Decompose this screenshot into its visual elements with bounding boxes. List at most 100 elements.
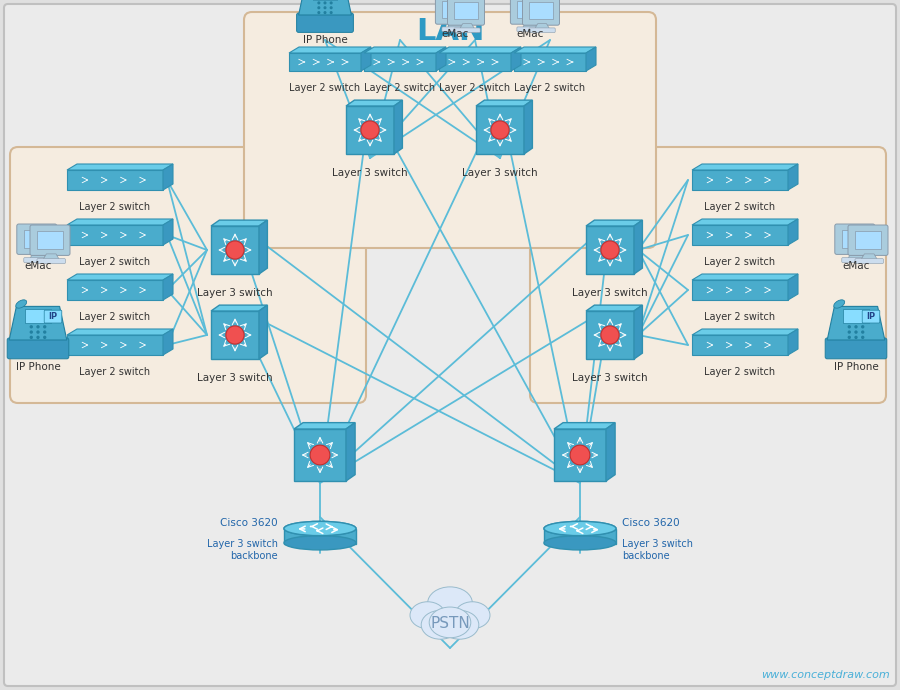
Text: eMac: eMac — [441, 29, 469, 39]
Polygon shape — [586, 311, 634, 359]
Circle shape — [861, 331, 864, 334]
Text: Layer 3 switch: Layer 3 switch — [197, 373, 273, 383]
Polygon shape — [788, 274, 798, 300]
FancyBboxPatch shape — [447, 0, 484, 26]
Polygon shape — [67, 329, 173, 335]
Text: Layer 2 switch: Layer 2 switch — [705, 312, 776, 322]
FancyBboxPatch shape — [244, 12, 656, 248]
Text: IP: IP — [49, 312, 58, 322]
FancyBboxPatch shape — [855, 230, 881, 248]
Text: Fault-tolerance system: Fault-tolerance system — [314, 48, 586, 68]
Polygon shape — [447, 23, 463, 28]
Circle shape — [36, 325, 40, 328]
Circle shape — [329, 6, 333, 9]
Ellipse shape — [544, 522, 616, 535]
Polygon shape — [535, 23, 550, 30]
Polygon shape — [67, 274, 173, 280]
Circle shape — [30, 325, 33, 328]
FancyBboxPatch shape — [848, 225, 888, 255]
Text: Layer 3 switch: Layer 3 switch — [572, 373, 648, 383]
Ellipse shape — [15, 300, 27, 308]
Circle shape — [323, 11, 327, 14]
Text: Layer 2 switch: Layer 2 switch — [290, 83, 361, 93]
Text: IP: IP — [867, 312, 876, 322]
Text: Layer 2 switch: Layer 2 switch — [515, 83, 586, 93]
Circle shape — [601, 241, 619, 259]
Circle shape — [36, 335, 40, 339]
FancyBboxPatch shape — [530, 147, 886, 403]
FancyBboxPatch shape — [297, 13, 354, 32]
FancyBboxPatch shape — [835, 224, 875, 255]
Polygon shape — [860, 254, 878, 260]
Circle shape — [329, 1, 333, 4]
FancyBboxPatch shape — [23, 257, 52, 262]
FancyBboxPatch shape — [529, 28, 555, 32]
Polygon shape — [692, 335, 788, 355]
Polygon shape — [788, 219, 798, 245]
Polygon shape — [554, 429, 606, 481]
Text: PSTN: PSTN — [430, 616, 470, 631]
Circle shape — [43, 335, 47, 339]
Text: Layer 2 switch: Layer 2 switch — [79, 202, 150, 212]
Circle shape — [36, 331, 40, 334]
Polygon shape — [634, 220, 643, 274]
Polygon shape — [692, 274, 798, 280]
Polygon shape — [511, 47, 521, 71]
FancyBboxPatch shape — [7, 338, 68, 359]
Text: Layer 2 switch: Layer 2 switch — [364, 83, 436, 93]
Text: Layer 3 switch: Layer 3 switch — [332, 168, 408, 178]
Polygon shape — [67, 280, 163, 300]
Polygon shape — [289, 47, 371, 53]
Polygon shape — [459, 23, 475, 30]
Polygon shape — [476, 106, 524, 154]
Polygon shape — [586, 226, 634, 274]
Text: Layer 2 switch: Layer 2 switch — [79, 312, 150, 322]
Polygon shape — [554, 423, 615, 429]
Polygon shape — [692, 170, 788, 190]
Ellipse shape — [410, 602, 446, 629]
Polygon shape — [364, 53, 436, 71]
Text: Layer 2 switch: Layer 2 switch — [79, 257, 150, 267]
Text: www.conceptdraw.com: www.conceptdraw.com — [761, 670, 890, 680]
Polygon shape — [259, 220, 267, 274]
Text: Layer 3 switch
backbone: Layer 3 switch backbone — [622, 539, 693, 562]
Polygon shape — [692, 219, 798, 225]
FancyBboxPatch shape — [510, 0, 547, 24]
Polygon shape — [346, 100, 402, 106]
FancyBboxPatch shape — [44, 310, 62, 323]
Polygon shape — [30, 253, 47, 259]
Text: Layer 3 switch: Layer 3 switch — [463, 168, 538, 178]
Circle shape — [318, 1, 320, 4]
Text: Layer 2 switch: Layer 2 switch — [705, 202, 776, 212]
FancyBboxPatch shape — [10, 147, 366, 403]
Text: eMac: eMac — [842, 261, 869, 270]
FancyBboxPatch shape — [4, 4, 896, 686]
Text: Cisco 3620: Cisco 3620 — [622, 518, 680, 528]
Text: LAN: LAN — [416, 17, 484, 46]
Polygon shape — [211, 220, 267, 226]
FancyBboxPatch shape — [17, 224, 57, 255]
Polygon shape — [692, 225, 788, 245]
Ellipse shape — [544, 522, 616, 535]
FancyBboxPatch shape — [529, 2, 554, 19]
Circle shape — [310, 445, 330, 465]
Ellipse shape — [428, 587, 473, 620]
Polygon shape — [788, 329, 798, 355]
Polygon shape — [514, 47, 596, 53]
Polygon shape — [211, 311, 259, 359]
Polygon shape — [692, 164, 798, 170]
FancyBboxPatch shape — [517, 1, 541, 18]
Circle shape — [43, 325, 47, 328]
Circle shape — [848, 331, 851, 334]
Polygon shape — [163, 329, 173, 355]
FancyBboxPatch shape — [517, 27, 543, 32]
FancyBboxPatch shape — [523, 0, 560, 26]
Polygon shape — [439, 53, 511, 71]
FancyBboxPatch shape — [544, 529, 616, 544]
Text: Layer 2 switch: Layer 2 switch — [705, 367, 776, 377]
Polygon shape — [211, 305, 267, 311]
Ellipse shape — [421, 611, 460, 639]
FancyBboxPatch shape — [284, 529, 356, 544]
Text: Layer 2 switch: Layer 2 switch — [79, 367, 150, 377]
Circle shape — [318, 11, 320, 14]
